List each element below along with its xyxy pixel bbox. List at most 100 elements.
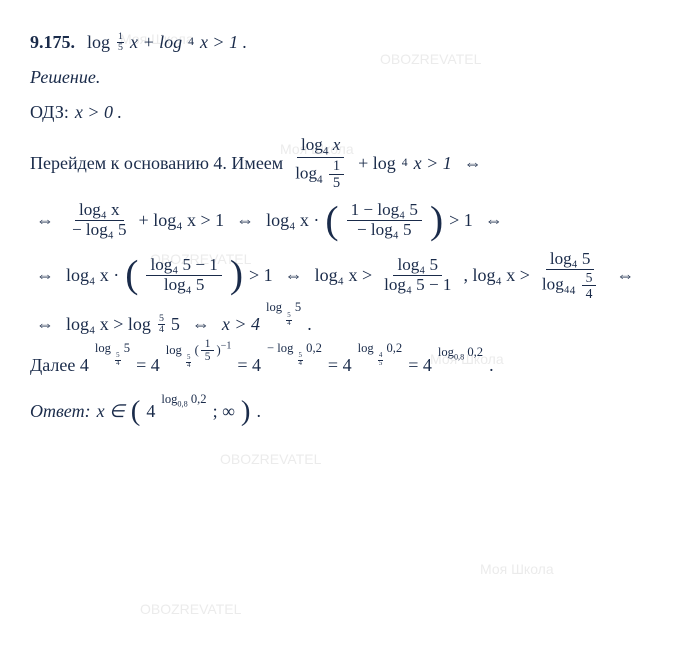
text: log <box>166 343 182 357</box>
iff-icon: ⇔ <box>285 263 303 288</box>
text: log <box>161 392 177 406</box>
text: = 4 <box>328 353 352 378</box>
text: log₄ x > <box>315 263 372 288</box>
text: + log <box>358 151 396 176</box>
text: x + log <box>130 30 182 55</box>
text: log₄ x > log <box>66 312 151 337</box>
frac-den: 4 <box>582 286 597 301</box>
sub: 4 <box>402 155 408 171</box>
frac-den: log4 1 5 <box>291 158 350 191</box>
iff-icon: ⇔ <box>464 151 482 176</box>
step-1: Перейдем к основанию 4. Имеем log4 x log… <box>30 136 665 192</box>
text: log₄ x · <box>266 208 319 233</box>
frac-den: 4 <box>286 321 291 328</box>
text: > 1 <box>249 263 273 288</box>
step-4: ⇔ log₄ x > log 5 4 5 ⇔ x > 4 log 5 4 5 . <box>30 311 665 339</box>
exponent: log 5 4 5 <box>95 340 130 368</box>
text: ; ∞ <box>213 399 235 424</box>
sub: 0,8 <box>177 399 187 408</box>
iff-icon: ⇔ <box>236 208 254 233</box>
text: Далее 4 <box>30 353 89 378</box>
sub: 0,8 <box>454 353 464 362</box>
step-5: Далее 4 log 5 4 5 = 4 log 5 4 ( 1 5 )−1 … <box>30 349 665 381</box>
sub-frac: 5 4 <box>186 355 191 370</box>
text: log₄ <box>542 274 570 293</box>
step-2: ⇔ log₄ x − log₄ 5 + log₄ x > 1 ⇔ log₄ x … <box>30 201 665 240</box>
problem-number: 9.175. <box>30 30 75 55</box>
frac-num: 1 <box>329 158 344 175</box>
log-base: 4 <box>188 34 194 50</box>
frac-den: 5 <box>329 175 344 191</box>
answer-row: Ответ: x ∈ ( 4 log0,8 0,2 ; ∞ ) . <box>30 391 665 431</box>
text: x > 1 <box>414 151 452 176</box>
sub-frac: 5 4 <box>158 314 165 335</box>
paren-icon: ( <box>325 205 338 237</box>
fraction: 1 − log₄ 5 − log₄ 5 <box>347 201 422 240</box>
text: + log₄ x > 1 <box>139 208 225 233</box>
frac-den: log₄4 5 4 <box>538 270 603 301</box>
iff-icon: ⇔ <box>36 208 54 233</box>
text: = 4 <box>237 353 261 378</box>
text: log₄ x · <box>66 263 119 288</box>
text: log <box>87 30 110 55</box>
text: 5 <box>171 312 180 337</box>
text: 5 <box>124 341 130 355</box>
sub: 4 <box>323 145 329 157</box>
text: , log₄ x > <box>463 263 529 288</box>
paren-icon: ) <box>241 391 251 431</box>
exponent: − log 5 4 0,2 <box>267 340 322 368</box>
text: log <box>95 341 111 355</box>
text: log <box>358 341 374 355</box>
text: x ∈ <box>97 399 125 424</box>
text: . <box>307 312 312 337</box>
log-base-frac: 1 5 <box>117 32 124 53</box>
frac-num: log₄ x <box>75 201 124 221</box>
odz-expr: x > 0 . <box>75 100 122 125</box>
sub-frac: 5 4 <box>298 353 303 368</box>
text: x > 1 . <box>200 30 247 55</box>
frac-den: 4 <box>186 363 191 370</box>
inner-frac: 5 4 <box>582 270 597 301</box>
frac-den: log₄ 5 − 1 <box>380 276 455 295</box>
frac-num: 5 <box>582 270 597 286</box>
exponent: log 5 4 5 <box>266 299 301 327</box>
exponent: log0,8 0,2 <box>438 344 483 363</box>
frac-num: 1 <box>201 338 215 351</box>
frac-num: log₄ 5 <box>546 250 595 270</box>
odz-row: ОДЗ: x > 0 . <box>30 100 665 125</box>
text: = 4 <box>136 353 160 378</box>
fraction: log₄ 5 − 1 log₄ 5 <box>146 256 221 295</box>
frac-den: − log₄ 5 <box>353 221 416 240</box>
sub: 4 <box>570 284 576 296</box>
frac-den: 5 <box>201 351 215 363</box>
watermark: OBOZREVATEL <box>140 600 241 620</box>
exponent: log 4 5 0,2 <box>358 340 403 368</box>
fraction: log₄ x − log₄ 5 <box>68 201 131 240</box>
watermark: Моя Школа <box>480 560 554 580</box>
sub: 4 <box>317 174 323 186</box>
frac-den: 5 <box>378 361 383 368</box>
paren-icon: ) <box>430 205 443 237</box>
frac-num: log₄ 5 − 1 <box>146 256 221 276</box>
frac-den: 5 <box>117 43 124 53</box>
sub-frac: 5 4 <box>286 313 291 328</box>
frac-den: − log₄ 5 <box>68 221 131 240</box>
text: > 1 <box>449 208 473 233</box>
text: log <box>301 135 323 154</box>
text: x <box>333 135 341 154</box>
exponent: log 5 4 ( 1 5 )−1 <box>166 338 232 370</box>
fraction: log4 x log4 1 5 <box>291 136 350 192</box>
inner-frac: 1 5 <box>201 338 215 364</box>
text: log <box>295 164 317 183</box>
iff-icon: ⇔ <box>36 263 54 288</box>
sub-frac: 5 4 <box>115 353 120 368</box>
answer-label: Ответ: <box>30 399 91 424</box>
text: log <box>266 300 282 314</box>
iff-icon: ⇔ <box>485 208 503 233</box>
exponent: log0,8 0,2 <box>161 391 206 410</box>
frac-num: log4 x <box>297 136 344 159</box>
text: −1 <box>221 340 232 351</box>
iff-icon: ⇔ <box>192 312 210 337</box>
text: 0,2 <box>386 341 402 355</box>
text: − log <box>267 341 293 355</box>
